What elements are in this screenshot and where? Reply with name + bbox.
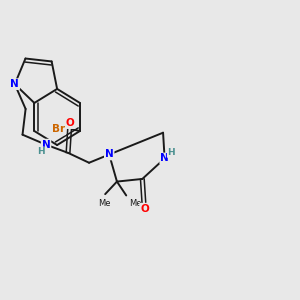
Text: N: N [42, 140, 50, 150]
Text: H: H [168, 148, 175, 157]
Text: N: N [105, 149, 114, 160]
Text: N: N [11, 79, 19, 89]
Text: H: H [37, 147, 44, 156]
Text: Br: Br [52, 124, 65, 134]
Text: O: O [66, 118, 75, 128]
Text: Me: Me [98, 199, 111, 208]
Text: Me: Me [129, 200, 142, 208]
Text: N: N [160, 154, 169, 164]
Text: O: O [140, 204, 149, 214]
